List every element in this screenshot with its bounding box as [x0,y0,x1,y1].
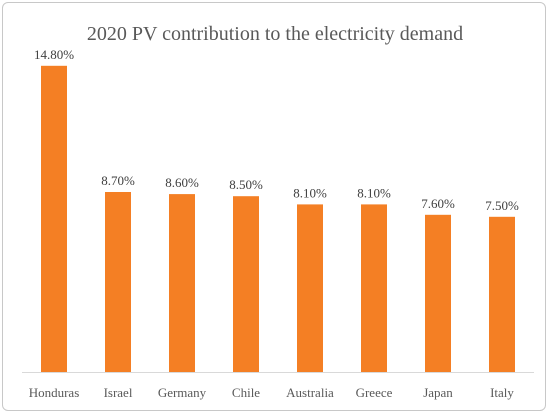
data-label-honduras: 14.80% [34,47,74,62]
bar-australia [297,204,323,372]
bars-group [41,65,515,373]
chart-frame [2,2,546,411]
x-tick-label-australia: Australia [286,385,334,400]
bar-germany [169,194,195,372]
data-label-chile: 8.50% [229,177,263,192]
data-label-italy: 7.50% [485,198,519,213]
chart-title: 2020 PV contribution to the electricity … [87,23,463,45]
bar-greece [361,204,387,372]
x-tick-label-israel: Israel [104,385,133,400]
bar-japan [425,214,451,372]
bar-israel [105,192,131,372]
x-tick-label-japan: Japan [423,385,453,400]
data-label-germany: 8.60% [165,175,199,190]
data-label-greece: 8.10% [357,185,391,200]
x-tick-label-greece: Greece [356,385,393,400]
data-label-israel: 8.70% [101,173,135,188]
data-label-australia: 8.10% [293,185,327,200]
x-tick-label-italy: Italy [490,385,514,400]
bar-chile [233,196,259,372]
data-label-japan: 7.60% [421,196,455,211]
x-tick-labels-group: Honduras Israel Germany Chile Australia Greec… [29,385,515,400]
bar-honduras [41,65,67,373]
x-tick-label-honduras: Honduras [29,385,80,400]
x-tick-label-chile: Chile [232,385,260,400]
bar-italy [489,216,515,372]
data-labels-group: 14.80% 8.70% 8.60% 8.50% 8.10% 8.10% 7.60% 7.50… [34,47,519,213]
x-tick-label-germany: Germany [158,385,207,400]
